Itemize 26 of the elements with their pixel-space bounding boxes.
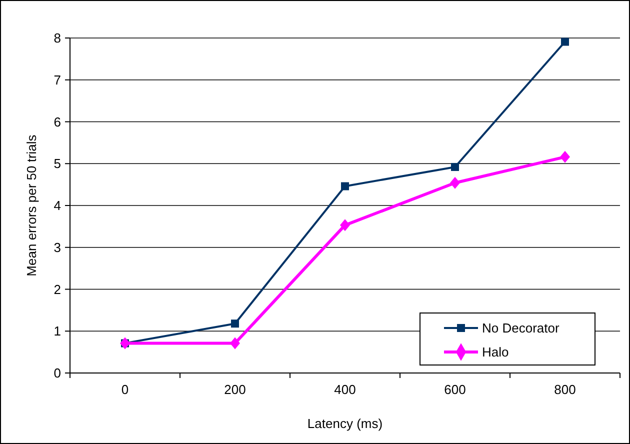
point [230,337,240,350]
point [231,320,239,328]
y-tick-label: 0 [54,366,61,381]
x-tick-label: 800 [554,382,576,397]
x-axis-title: Latency (ms) [307,416,383,431]
y-tick-label: 4 [54,198,61,214]
legend-label: Halo [482,344,509,360]
point [561,38,569,46]
y-tick-label: 1 [54,324,61,339]
y-tick-label: 6 [54,114,61,130]
y-tick-label: 2 [54,282,61,297]
y-tick-label: 3 [54,240,61,255]
legend-label: No Decorator [482,320,560,336]
x-tick-label: 400 [334,382,356,397]
x-tick-label: 0 [121,382,129,397]
y-tick-label: 5 [54,156,61,172]
point [450,176,460,189]
y-tick-label: 8 [54,30,61,46]
x-tick-label: 600 [444,382,466,397]
point [340,219,350,232]
point [451,162,459,171]
y-tick-label: 7 [54,72,61,88]
point [560,150,570,163]
y-axis-title: Mean errors per 50 trials [24,134,39,276]
x-tick-label: 200 [224,382,246,397]
point [341,182,349,190]
